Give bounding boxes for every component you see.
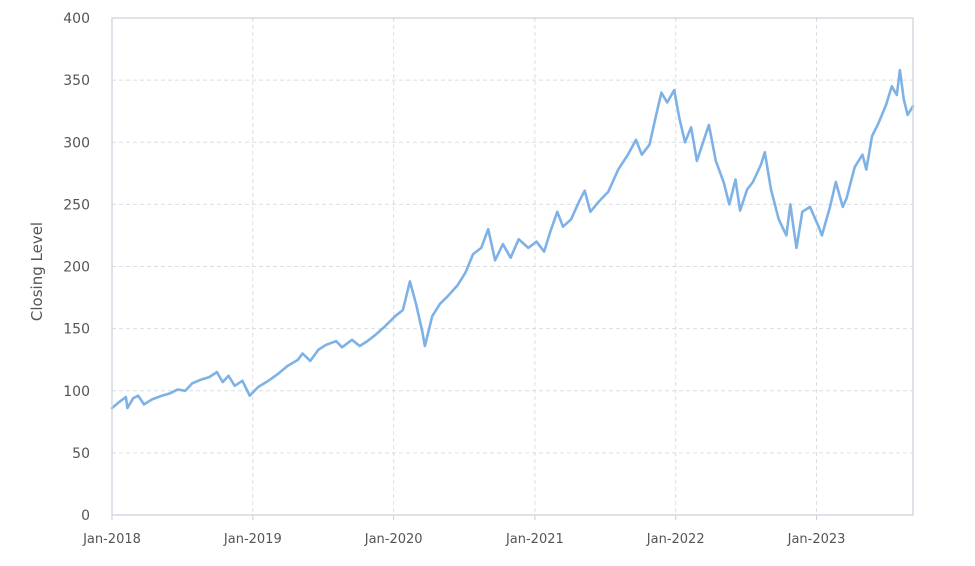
x-axis-ticks: Jan-2018 Jan-2019 Jan-2020 Jan-2021 Jan-2022…	[82, 515, 845, 547]
plot-area-frame	[111, 17, 914, 516]
y-tick-label: 50	[72, 446, 90, 462]
y-tick-label: 0	[81, 508, 90, 524]
y-tick-label: 400	[63, 11, 90, 27]
grid	[112, 17, 913, 515]
x-tick-label: Jan-2022	[646, 532, 705, 547]
x-tick-label: Jan-2020	[364, 532, 423, 547]
y-tick-label: 300	[63, 135, 90, 151]
y-tick-label: 200	[63, 260, 90, 276]
series-layer	[110, 68, 915, 410]
x-tick-label: Jan-2019	[223, 532, 282, 547]
y-tick-label: 250	[63, 197, 90, 213]
y-axis-ticks: 0 50 100 150 200 250 300 350 400	[63, 11, 90, 524]
x-tick-label: Jan-2021	[505, 532, 564, 547]
series-line-0	[110, 68, 915, 410]
y-tick-label: 100	[63, 384, 90, 400]
y-tick-label: 150	[63, 322, 90, 338]
y-axis-title: Closing Level	[28, 222, 46, 321]
y-tick-label: 350	[63, 73, 90, 89]
x-tick-label: Jan-2023	[787, 532, 846, 547]
x-tick-label: Jan-2018	[82, 532, 141, 547]
